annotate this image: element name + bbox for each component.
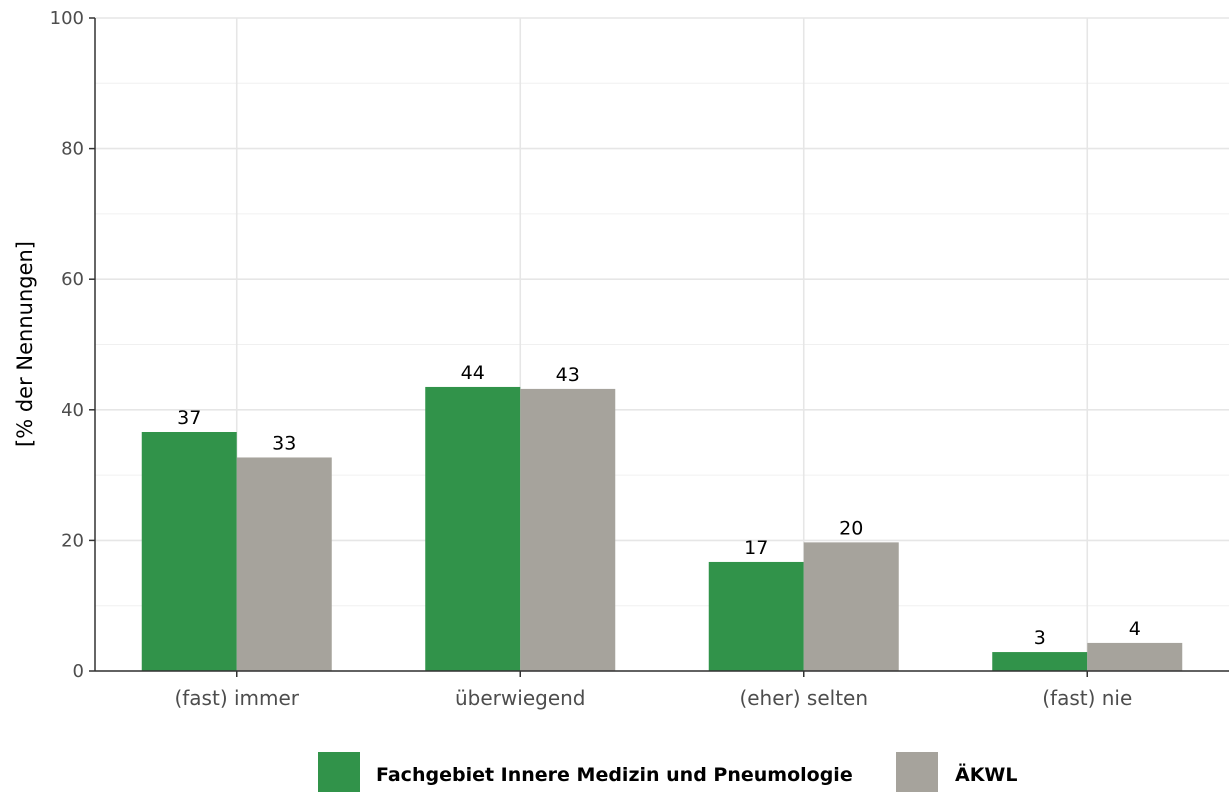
bar-value-label: 43 [556, 364, 580, 386]
bar-value-label: 3 [1034, 627, 1046, 649]
bar [708, 561, 804, 671]
bar-value-label: 20 [839, 517, 863, 539]
y-tick-label: 100 [50, 8, 84, 29]
y-tick-label: 40 [61, 400, 84, 421]
y-tick-label: 60 [61, 269, 84, 290]
bar [425, 386, 521, 671]
legend-label: ÄKWL [955, 762, 1018, 786]
x-tick-label: (fast) nie [1042, 686, 1132, 710]
bar-value-label: 17 [744, 537, 768, 559]
axes: 0 20 40 60 80 100 (fast) immer überwiegend (eher… [50, 8, 1229, 710]
x-tick-label: (eher) selten [739, 686, 868, 710]
x-tick-label: überwiegend [455, 686, 586, 710]
bar [236, 457, 332, 671]
x-tick-label: (fast) immer [174, 686, 299, 710]
legend-swatch [896, 752, 938, 792]
bar-value-label: 37 [177, 407, 201, 429]
bar-value-label: 33 [272, 432, 296, 454]
legend-label: Fachgebiet Innere Medizin und Pneumologi… [376, 764, 853, 786]
y-tick-label: 20 [61, 530, 84, 551]
legend: Fachgebiet Innere Medizin und Pneumologi… [318, 752, 1018, 792]
y-tick-label: 0 [73, 661, 84, 682]
bar [992, 652, 1088, 671]
bar [141, 432, 237, 671]
y-axis-title: [% der Nennungen] [13, 241, 37, 447]
bar [520, 388, 616, 671]
bars: 37 33 44 43 17 20 3 4 [141, 362, 1183, 671]
y-tick-label: 80 [61, 139, 84, 160]
bar-value-label: 44 [461, 362, 485, 384]
bar [1087, 642, 1183, 671]
bar-value-label: 4 [1129, 618, 1141, 640]
bar [803, 542, 899, 671]
legend-swatch [318, 752, 360, 792]
